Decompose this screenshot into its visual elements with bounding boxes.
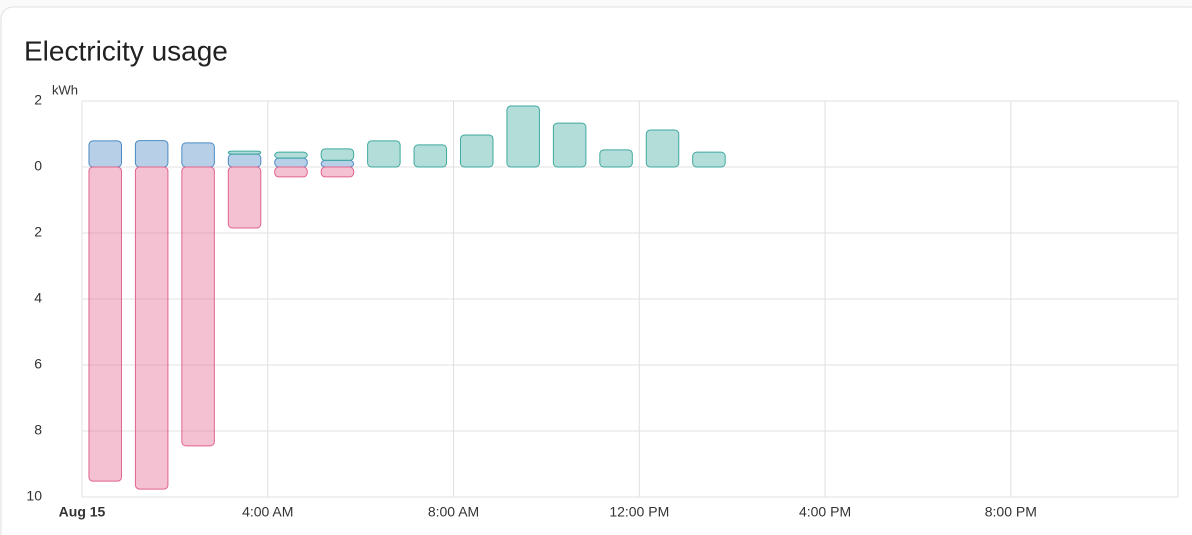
bar — [274, 151, 308, 159]
bar — [506, 105, 540, 168]
bar — [320, 148, 355, 161]
bar — [692, 151, 726, 168]
bar — [88, 140, 122, 168]
y-tick-label: 2 — [34, 92, 42, 108]
y-tick-label: 8 — [34, 422, 42, 438]
x-tick-label: 8:00 PM — [985, 504, 1037, 520]
bar — [320, 159, 355, 168]
y-tick-label: 2 — [34, 224, 42, 240]
y-axis-label: kWh — [52, 82, 78, 97]
bar — [227, 150, 262, 155]
x-tick-label: 4:00 PM — [799, 504, 851, 520]
bar — [227, 153, 262, 168]
bar — [181, 142, 215, 168]
bar — [227, 166, 262, 229]
bar — [320, 166, 355, 178]
y-tick-label: 0 — [34, 158, 42, 174]
y-tick-label: 10 — [26, 488, 42, 504]
bar — [645, 129, 680, 168]
x-tick-label: Aug 15 — [59, 504, 106, 520]
bar — [552, 122, 587, 168]
bar — [599, 149, 633, 168]
y-tick-label: 6 — [34, 356, 42, 372]
bar — [459, 134, 494, 168]
x-tick-label: 8:00 AM — [428, 504, 479, 520]
bar — [274, 166, 308, 178]
bar — [367, 140, 401, 168]
bar — [134, 140, 169, 168]
bar — [274, 157, 308, 168]
x-tick-label: 4:00 AM — [242, 504, 293, 520]
y-tick-label: 4 — [34, 290, 42, 306]
chart-title: Electricity usage — [24, 35, 228, 66]
card — [0, 6, 1192, 535]
bar — [413, 144, 448, 168]
bar — [181, 166, 215, 447]
bar — [88, 166, 122, 482]
x-tick-label: 12:00 PM — [609, 504, 669, 520]
bar — [134, 166, 169, 490]
